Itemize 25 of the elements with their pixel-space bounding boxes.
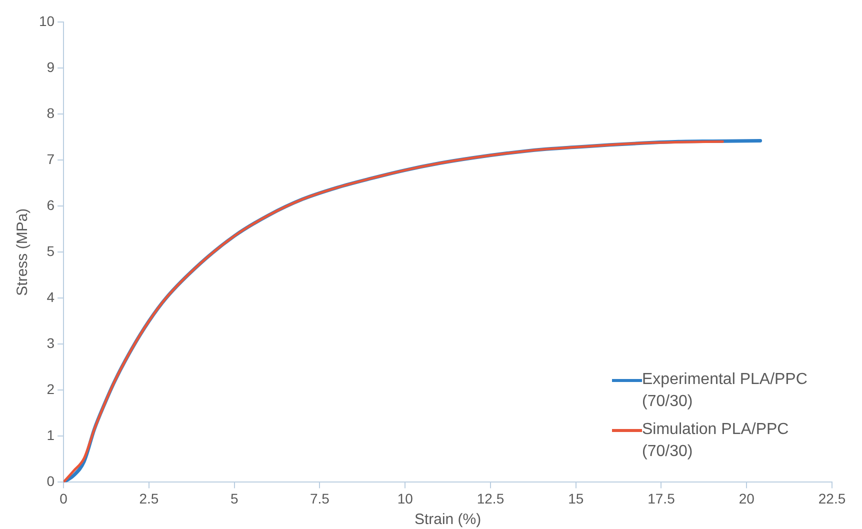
y-tick-label: 7 — [46, 150, 55, 167]
legend-label: Simulation PLA/PPC (70/30) — [642, 420, 790, 462]
x-tick-label: 5 — [230, 490, 238, 506]
y-axis-title: Stress (MPa) — [14, 208, 32, 296]
y-tick-label: 8 — [46, 104, 55, 121]
legend-label: Experimental PLA/PPC (70/30) — [642, 370, 808, 412]
y-tick-label: 5 — [46, 242, 55, 259]
x-tick-label: 2.5 — [139, 490, 159, 506]
x-tick-label: 12.5 — [476, 490, 504, 506]
y-tick-label: 3 — [46, 335, 55, 351]
x-tick-label: 0 — [60, 490, 68, 506]
y-tick-label: 4 — [46, 288, 55, 305]
x-tick-label: 7.5 — [310, 490, 330, 506]
x-tick-label: 20 — [738, 490, 755, 506]
y-tick-label: 6 — [46, 196, 55, 213]
y-tick-label: 1 — [46, 427, 55, 444]
x-tick-label: 17.5 — [648, 490, 676, 506]
y-tick-label: 0 — [46, 473, 55, 490]
x-tick-label: 22.5 — [818, 490, 846, 506]
y-tick-label: 9 — [46, 58, 55, 75]
y-tick-label: 10 — [38, 12, 55, 29]
x-tick-label: 15 — [568, 490, 584, 506]
x-axis-title: Strain (%) — [414, 511, 482, 528]
y-tick-label: 2 — [46, 381, 55, 398]
x-tick-label: 10 — [397, 490, 414, 506]
